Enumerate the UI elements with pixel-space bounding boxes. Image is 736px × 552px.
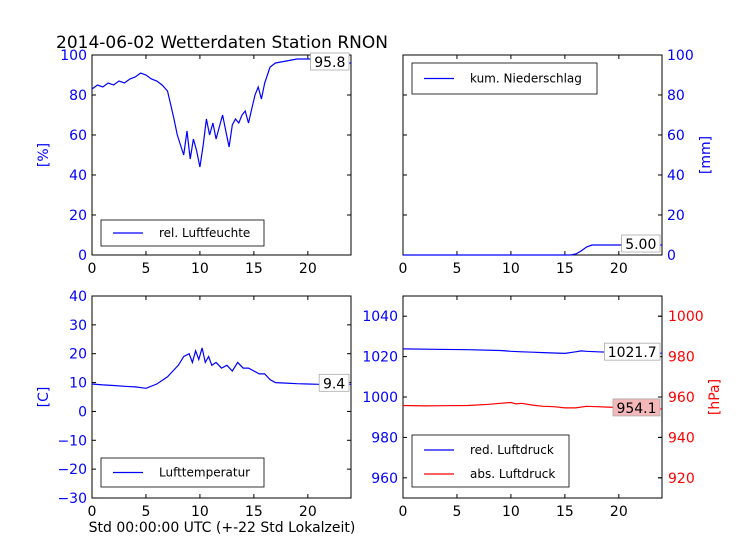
- y-axis-label: [hPa]: [707, 379, 723, 415]
- plot-frame: [91, 54, 352, 256]
- y-tick-label: 40: [69, 168, 87, 184]
- y-tick-label: 80: [69, 88, 87, 104]
- last-value-label: 954.1: [616, 401, 656, 417]
- plot-frame: [91, 295, 352, 499]
- x-tick-label: 15: [245, 261, 263, 277]
- x-tick-label: 0: [88, 261, 97, 277]
- x-tick-label: 5: [452, 504, 461, 520]
- x-tick-label: 20: [610, 504, 628, 520]
- panel-precipitation: 0 5 10 15 20 0 20 40 60 80 100 [mm] 5.00 kum. Nieders…: [399, 48, 714, 277]
- y-axis-label: [mm]: [698, 136, 714, 174]
- legend-label: Lufttemperatur: [159, 466, 250, 480]
- y-tick-label: 980: [371, 430, 398, 446]
- y-right-tick-label: 980: [668, 350, 695, 366]
- legend-label: abs. Luftdruck: [470, 467, 555, 481]
- y-tick-label: 30: [69, 318, 87, 334]
- x-tick-label: 5: [141, 504, 150, 520]
- x-tick-label: 15: [245, 504, 263, 520]
- legend-label: rel. Luftfeuchte: [159, 226, 250, 240]
- x-tick-label: 10: [191, 504, 209, 520]
- y-tick-label: 20: [667, 208, 685, 224]
- y-right-tick-label: 1000: [668, 309, 704, 325]
- legend-box: [411, 434, 570, 488]
- y-tick-label: 0: [667, 248, 676, 264]
- y-tick-label: 960: [371, 471, 398, 487]
- y-axis-label: [%]: [36, 143, 52, 167]
- x-tick-label: 20: [299, 504, 317, 520]
- y-right-tick-label: 920: [668, 471, 695, 487]
- panel-humidity: 0 5 10 15 20 0 20 40 60 80 100 [%] 95.8 rel. Luftfeuc…: [36, 48, 352, 277]
- x-tick-label: 10: [502, 261, 520, 277]
- series-line-lufttemperatur: [91, 347, 351, 389]
- y-tick-label: −20: [57, 462, 87, 478]
- series-line-kum--niederschlag: [403, 244, 662, 256]
- y-tick-label: 0: [78, 404, 87, 420]
- y-tick-label: 60: [69, 128, 87, 144]
- x-tick-label: 10: [502, 504, 520, 520]
- last-value-label: 95.8: [314, 55, 345, 71]
- y-tick-label: 1040: [362, 309, 398, 325]
- y-tick-label: −30: [57, 491, 87, 507]
- x-tick-label: 5: [141, 261, 150, 277]
- y-tick-label: 40: [667, 168, 685, 184]
- x-tick-label: 10: [191, 261, 209, 277]
- last-value-box: [310, 52, 350, 71]
- y-tick-label: 100: [667, 48, 694, 64]
- x-tick-label: 0: [399, 504, 408, 520]
- y-right-tick-label: 940: [668, 430, 695, 446]
- y-tick-label: 100: [60, 48, 87, 64]
- last-value-box: [621, 234, 661, 253]
- y-tick-label: 40: [69, 289, 87, 305]
- y-tick-label: −10: [57, 433, 87, 449]
- last-value-box: [604, 342, 661, 361]
- y-right-tick-label: 960: [668, 390, 695, 406]
- x-tick-label: 15: [556, 504, 574, 520]
- panel-temperature: 0 5 10 15 20 −30 −20 −10 0 10 20 30 40 [C] 9.4 Lufttemp…: [36, 289, 352, 520]
- legend-label: red. Luftdruck: [470, 443, 554, 457]
- last-value-label: 5.00: [625, 237, 656, 253]
- y-tick-label: 80: [667, 88, 685, 104]
- last-value-box: [318, 373, 350, 392]
- y-axis-label: [C]: [36, 387, 52, 408]
- legend-label: kum. Niederschlag: [470, 72, 582, 86]
- x-tick-label: 0: [399, 261, 408, 277]
- y-tick-label: 10: [69, 376, 87, 392]
- last-value-box: [612, 398, 661, 417]
- figure-title: 2014-06-02 Wetterdaten Station RNON: [56, 33, 388, 53]
- panel-pressure: 0 5 10 15 20 960 980 1000 1020 1040 920 940 960 980 10…: [362, 295, 723, 520]
- y-tick-label: 20: [69, 208, 87, 224]
- x-tick-label: 20: [299, 261, 317, 277]
- x-tick-label: 15: [556, 261, 574, 277]
- last-value-label: 1021.7: [608, 345, 657, 361]
- y-tick-label: 20: [69, 347, 87, 363]
- x-tick-label: 20: [610, 261, 628, 277]
- y-tick-label: 0: [78, 248, 87, 264]
- x-tick-label: 0: [88, 504, 97, 520]
- series-line-rel--luftfeuchte: [91, 58, 351, 168]
- x-tick-label: 5: [452, 261, 461, 277]
- y-tick-label: 60: [667, 128, 685, 144]
- last-value-label: 9.4: [323, 376, 345, 392]
- x-axis-label: Std 00:00:00 UTC (+-22 Std Lokalzeit): [89, 520, 356, 536]
- y-tick-label: 1020: [362, 350, 398, 366]
- y-tick-label: 1000: [362, 390, 398, 406]
